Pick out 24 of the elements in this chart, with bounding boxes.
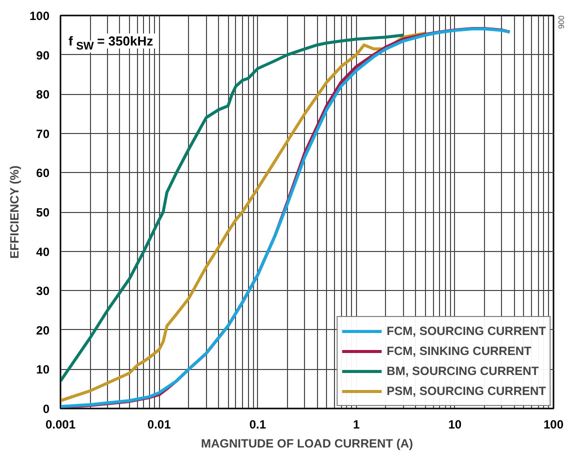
- legend-label: FCM, SINKING CURRENT: [386, 344, 532, 358]
- legend-label: FCM, SOURCING CURRENT: [386, 324, 546, 338]
- y-tick-label: 80: [36, 88, 50, 102]
- y-tick-label: 30: [36, 284, 50, 298]
- legend-label: BM, SOURCING CURRENT: [386, 364, 539, 378]
- x-axis-title: MAGNITUDE OF LOAD CURRENT (A): [201, 436, 413, 450]
- y-tick-label: 70: [36, 126, 50, 141]
- y-tick-label: 100: [29, 9, 50, 23]
- y-axis-title: EFFICIENCY (%): [7, 166, 22, 259]
- y-tick-label: 20: [36, 323, 50, 338]
- x-tick-label: 10: [448, 418, 462, 432]
- y-tick-label: 60: [36, 166, 50, 180]
- x-tick-label: 100: [543, 418, 564, 432]
- x-tick-label: 0.001: [45, 418, 76, 432]
- text: 006: [556, 16, 566, 30]
- y-tick-label: 50: [36, 206, 50, 220]
- legend-label: PSM, SOURCING CURRENT: [386, 384, 546, 398]
- x-tick-label: 0.1: [249, 418, 266, 432]
- y-tick-label: 90: [36, 48, 50, 62]
- x-tick-label: 0.01: [147, 418, 172, 432]
- y-tick-label: 0: [42, 402, 50, 416]
- x-tick-label: 1: [352, 418, 360, 432]
- y-tick-label: 10: [36, 362, 50, 377]
- y-tick-label: 40: [36, 244, 50, 259]
